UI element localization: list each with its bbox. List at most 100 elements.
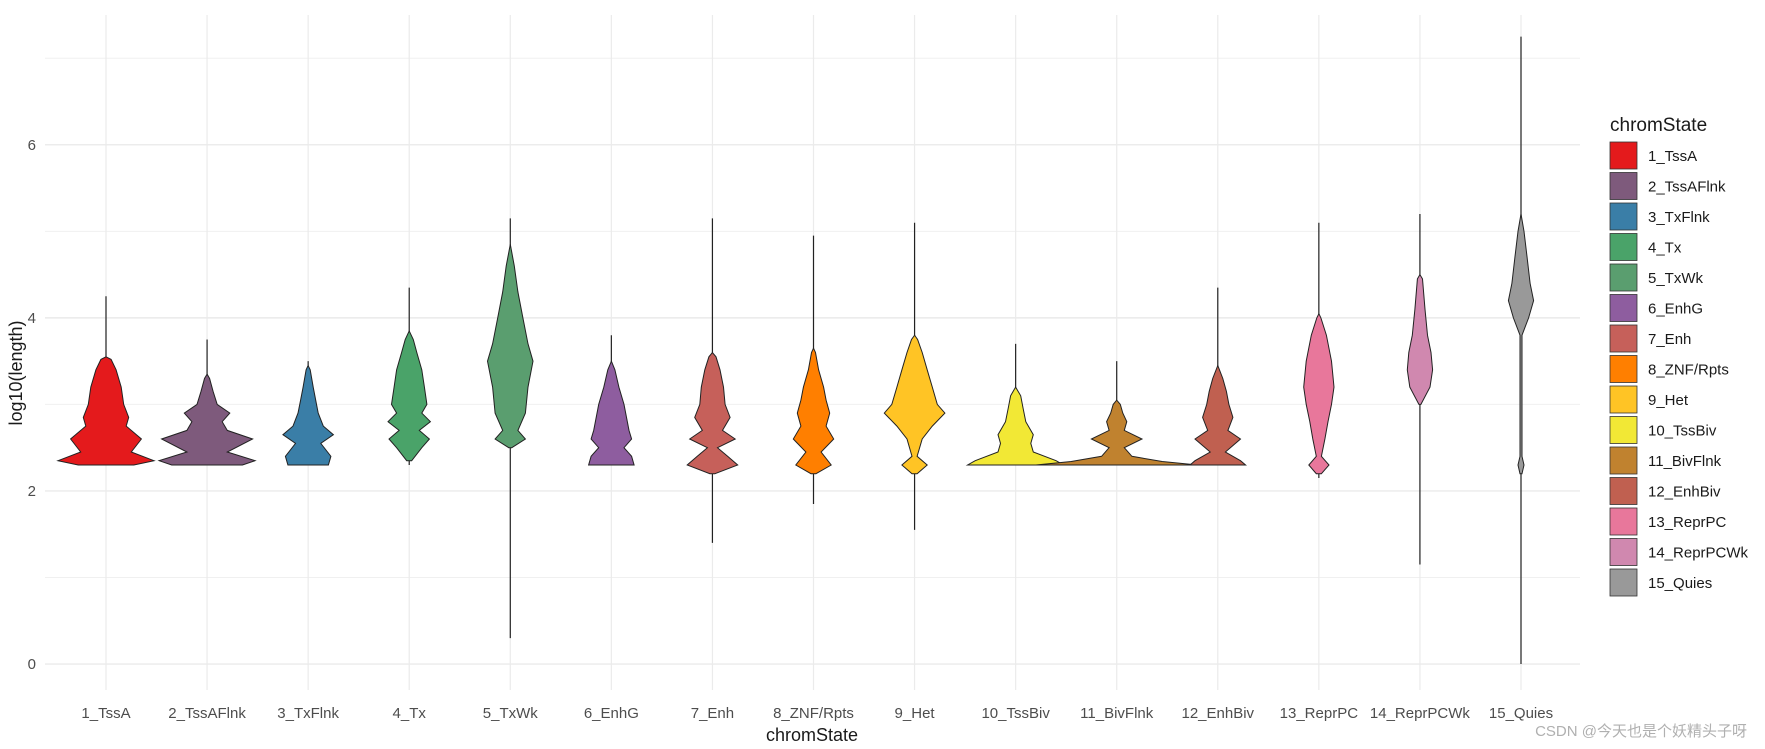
y-tick-label: 0 xyxy=(28,656,36,673)
y-axis-title: log10(length) xyxy=(6,320,26,425)
legend-label: 10_TssBiv xyxy=(1648,423,1717,440)
x-tick-label: 14_ReprPCWk xyxy=(1370,705,1471,722)
legend-swatch xyxy=(1609,355,1638,383)
legend-swatch xyxy=(1609,538,1638,566)
legend-item: 1_TssA xyxy=(1609,141,1697,170)
y-tick-labels: 0 2 4 6 xyxy=(28,137,36,673)
violin-body xyxy=(965,386,1066,466)
legend-swatch xyxy=(1609,477,1638,505)
violin-body xyxy=(56,356,156,466)
x-tick-label: 15_Quies xyxy=(1489,705,1553,722)
legend-title: chromState xyxy=(1610,115,1707,136)
legend-swatch xyxy=(1609,202,1638,231)
legend-label: 13_ReprPC xyxy=(1648,514,1727,531)
legend-item: 10_TssBiv xyxy=(1609,416,1717,444)
legend-item: 7_Enh xyxy=(1609,324,1691,353)
legend-swatch xyxy=(1609,446,1638,475)
legend-swatch xyxy=(1609,294,1638,322)
violin-body xyxy=(587,359,635,466)
legend-label: 4_Tx xyxy=(1648,240,1682,257)
legend-item: 15_Quies xyxy=(1609,568,1712,597)
legend-item: 6_EnhG xyxy=(1609,294,1703,322)
legend-item: 13_ReprPC xyxy=(1609,507,1727,536)
legend: chromState 1_TssA 2_TssAFlnk 3_TxFlnk 4_Tx 5… xyxy=(1609,115,1749,597)
legend-label: 14_ReprPCWk xyxy=(1648,545,1749,562)
violin-15_Quies xyxy=(1507,36,1535,665)
legend-label: 9_Het xyxy=(1648,392,1689,409)
violin-6_EnhG xyxy=(587,335,635,466)
legend-item: 4_Tx xyxy=(1609,233,1682,261)
x-tick-label: 2_TssAFlnk xyxy=(168,705,246,722)
watermark: CSDN @今天也是个妖精头子呀 xyxy=(1535,723,1747,740)
violin-body xyxy=(1188,364,1247,466)
legend-swatch xyxy=(1609,507,1638,536)
violin-4_Tx xyxy=(387,287,432,465)
legend-item: 8_ZNF/Rpts xyxy=(1609,355,1729,383)
x-tick-label: 5_TxWk xyxy=(483,705,539,722)
legend-label: 6_EnhG xyxy=(1648,301,1703,318)
violins xyxy=(56,36,1535,665)
legend-item: 2_TssAFlnk xyxy=(1609,172,1726,200)
legend-item: 3_TxFlnk xyxy=(1609,202,1710,231)
violin-14_ReprPCWk xyxy=(1406,214,1434,565)
legend-label: 15_Quies xyxy=(1648,575,1712,592)
x-tick-label: 4_Tx xyxy=(393,705,427,722)
x-tick-label: 1_TssA xyxy=(81,705,130,722)
violin-3_TxFlnk xyxy=(282,361,335,466)
legend-swatch xyxy=(1609,324,1638,353)
legend-swatch xyxy=(1609,233,1638,261)
violin-body xyxy=(1303,312,1335,475)
legend-swatch xyxy=(1609,141,1638,170)
violin-body xyxy=(686,351,739,475)
x-tick-label: 12_EnhBiv xyxy=(1182,705,1255,722)
legend-label: 3_TxFlnk xyxy=(1648,209,1710,226)
violin-body xyxy=(883,334,946,475)
legend-label: 7_Enh xyxy=(1648,331,1691,348)
x-tick-label: 9_Het xyxy=(895,705,936,722)
violin-body xyxy=(387,329,432,462)
x-axis-title: chromState xyxy=(766,725,858,745)
y-tick-label: 2 xyxy=(28,483,36,500)
violin-5_TxWk xyxy=(486,218,534,639)
violin-8_ZNF/Rpts xyxy=(792,235,835,504)
x-tick-label: 3_TxFlnk xyxy=(277,705,339,722)
violin-7_Enh xyxy=(686,218,739,543)
legend-label: 11_BivFlnk xyxy=(1648,453,1722,470)
legend-item: 12_EnhBiv xyxy=(1609,477,1721,505)
x-tick-label: 11_BivFlnk xyxy=(1080,705,1154,722)
legend-item: 14_ReprPCWk xyxy=(1609,538,1749,566)
violin-body xyxy=(157,373,257,466)
violin-body xyxy=(282,364,335,466)
legend-swatch xyxy=(1609,416,1638,444)
x-tick-labels: 1_TssA 2_TssAFlnk 3_TxFlnk 4_Tx 5_TxWk 6_EnhG… xyxy=(81,705,1553,722)
y-tick-label: 6 xyxy=(28,137,36,154)
violin-body xyxy=(1507,213,1535,475)
x-tick-label: 6_EnhG xyxy=(584,705,639,722)
legend-item: 5_TxWk xyxy=(1609,263,1704,292)
violin-body xyxy=(1406,273,1434,405)
x-tick-label: 8_ZNF/Rpts xyxy=(773,705,854,722)
violin-11_BivFlnk xyxy=(1035,361,1198,466)
x-tick-label: 10_TssBiv xyxy=(981,705,1050,722)
legend-label: 1_TssA xyxy=(1648,148,1697,165)
legend-item: 11_BivFlnk xyxy=(1609,446,1722,475)
legend-label: 2_TssAFlnk xyxy=(1648,179,1726,196)
legend-swatch xyxy=(1609,568,1638,597)
violin-body xyxy=(792,347,835,475)
violin-2_TssAFlnk xyxy=(157,339,257,466)
violin-13_ReprPC xyxy=(1303,222,1335,478)
legend-item: 9_Het xyxy=(1609,385,1689,414)
legend-label: 12_EnhBiv xyxy=(1648,484,1721,501)
legend-swatch xyxy=(1609,385,1638,414)
violin-body xyxy=(1035,399,1198,466)
x-tick-label: 7_Enh xyxy=(691,705,734,722)
x-tick-label: 13_ReprPC xyxy=(1280,705,1359,722)
y-tick-label: 4 xyxy=(28,310,36,327)
legend-label: 8_ZNF/Rpts xyxy=(1648,362,1729,379)
violin-9_Het xyxy=(883,222,946,530)
legend-swatch xyxy=(1609,263,1638,292)
violin-10_TssBiv xyxy=(965,343,1066,466)
violin-12_EnhBiv xyxy=(1188,287,1247,466)
violin-body xyxy=(486,244,534,449)
